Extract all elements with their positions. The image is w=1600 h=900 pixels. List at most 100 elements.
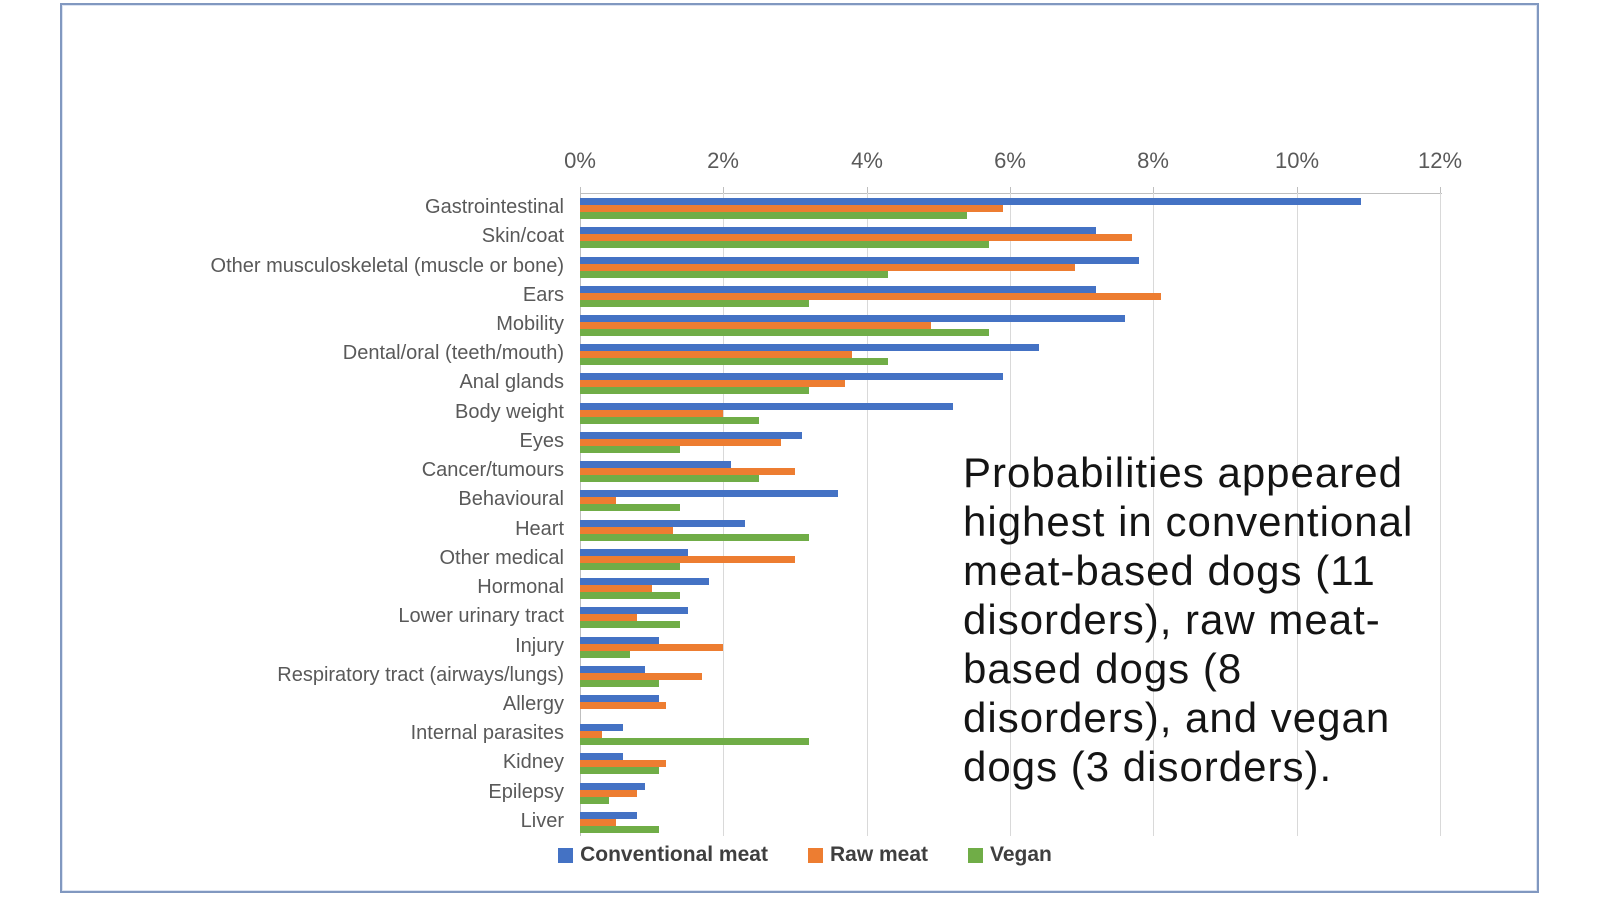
bar-group-row xyxy=(580,398,1440,427)
category-label: Skin/coat xyxy=(481,225,564,248)
axis-tick xyxy=(1153,187,1154,193)
category-label: Other musculoskeletal (muscle or bone) xyxy=(210,254,564,277)
bar-conventional-meat xyxy=(580,285,1096,293)
bar-vegan xyxy=(580,299,810,307)
category-label: Hormonal xyxy=(477,576,564,599)
category-label: Mobility xyxy=(496,313,564,336)
bar-group-row xyxy=(580,544,1440,573)
tick-label: 4% xyxy=(851,148,883,173)
category-label: Behavioural xyxy=(458,488,564,511)
category-label: Eyes xyxy=(519,429,564,452)
bar-raw-meat xyxy=(580,614,638,622)
bar-group-row xyxy=(580,778,1440,807)
legend-swatch-icon xyxy=(968,847,984,863)
bar-group-row xyxy=(580,807,1440,836)
bar-vegan xyxy=(580,329,989,337)
bar-group-row xyxy=(580,661,1440,690)
bar-conventional-meat xyxy=(580,548,688,556)
bar-vegan xyxy=(580,241,989,249)
bar-conventional-meat xyxy=(580,782,645,790)
bar-raw-meat xyxy=(580,818,616,826)
category-label: Allergy xyxy=(502,692,564,715)
axis-tick xyxy=(723,187,724,193)
tick-label: 12% xyxy=(1417,148,1463,173)
bar-raw-meat xyxy=(580,351,853,359)
bar-vegan xyxy=(580,445,681,453)
bar-group-row xyxy=(580,631,1440,660)
tick-label: 6% xyxy=(994,148,1026,173)
bar-group-row xyxy=(580,602,1440,631)
gridline-12% xyxy=(1440,193,1441,836)
bar-conventional-meat xyxy=(580,811,638,819)
bar-raw-meat xyxy=(580,585,652,593)
category-label: Other medical xyxy=(439,546,565,569)
axis-tick xyxy=(580,187,581,193)
axis-tick xyxy=(867,187,868,193)
legend-swatch-icon xyxy=(558,847,574,863)
bar-vegan xyxy=(580,738,810,746)
annotation-text-block: Probabilities appeared highest in convent… xyxy=(963,448,1543,791)
annotation-line: disorders), and vegan xyxy=(963,694,1391,741)
bar-group-row xyxy=(580,485,1440,514)
gridline-4% xyxy=(867,193,868,836)
bar-raw-meat xyxy=(580,234,1132,242)
bar-vegan xyxy=(580,679,659,687)
category-label: Heart xyxy=(515,517,564,540)
bar-group-row xyxy=(580,748,1440,777)
bar-group-row xyxy=(580,193,1440,222)
bar-vegan xyxy=(580,504,681,512)
gridline-10% xyxy=(1297,193,1298,836)
legend-item: Raw meat xyxy=(807,843,929,867)
annotation-line: meat-based dogs (11 xyxy=(963,547,1376,594)
legend-label: Vegan xyxy=(990,843,1052,866)
category-axis-labels: Gastrointestinal Skin/coat Other musculosk… xyxy=(65,193,564,836)
annotation-line: dogs (3 disorders). xyxy=(963,743,1333,790)
bar-group-row xyxy=(580,251,1440,280)
bar-group-row xyxy=(580,281,1440,310)
bar-vegan xyxy=(580,767,659,775)
category-label: Ears xyxy=(522,283,564,306)
tick-label: 0% xyxy=(564,148,596,173)
bar-conventional-meat xyxy=(580,490,838,498)
bar-raw-meat xyxy=(580,468,795,476)
bar-conventional-meat xyxy=(580,636,659,644)
legend-label: Conventional meat xyxy=(580,843,768,866)
bar-raw-meat xyxy=(580,760,666,768)
bar-conventional-meat xyxy=(580,256,1139,264)
bar-raw-meat xyxy=(580,380,846,388)
gridline-2% xyxy=(723,193,724,836)
category-label: Internal parasites xyxy=(410,722,564,745)
gridline-8% xyxy=(1153,193,1154,836)
legend-swatch-icon xyxy=(807,847,823,863)
category-label: Kidney xyxy=(502,751,564,774)
bar-group-row xyxy=(580,690,1440,719)
bar-vegan xyxy=(580,533,810,541)
bar-conventional-meat xyxy=(580,724,623,732)
chart-legend: Conventional meat Raw meat Vegan xyxy=(460,843,1150,867)
bar-conventional-meat xyxy=(580,607,688,615)
bar-raw-meat xyxy=(580,263,1075,271)
bar-group-row xyxy=(580,427,1440,456)
bar-raw-meat xyxy=(580,497,616,505)
bar-conventional-meat xyxy=(580,402,953,410)
bar-conventional-meat xyxy=(580,344,1039,352)
bar-group-row xyxy=(580,456,1440,485)
bar-vegan xyxy=(580,650,631,658)
bar-conventional-meat xyxy=(580,431,803,439)
category-label: Anal glands xyxy=(459,371,564,394)
bar-conventional-meat xyxy=(580,461,731,469)
bar-raw-meat xyxy=(580,672,702,680)
tick-label: 8% xyxy=(1137,148,1169,173)
bar-group-row xyxy=(580,368,1440,397)
category-label: Injury xyxy=(515,634,564,657)
bar-raw-meat xyxy=(580,555,795,563)
legend-label: Raw meat xyxy=(829,843,929,866)
category-label: Liver xyxy=(520,809,564,832)
bar-raw-meat xyxy=(580,526,674,534)
tick-label: 10% xyxy=(1274,148,1320,173)
annotation-line: based dogs (8 xyxy=(963,645,1243,692)
bar-raw-meat xyxy=(580,409,724,417)
gridline-6% xyxy=(1010,193,1011,836)
gridline-0% xyxy=(580,193,581,836)
annotation-line: highest in conventional xyxy=(963,498,1414,545)
